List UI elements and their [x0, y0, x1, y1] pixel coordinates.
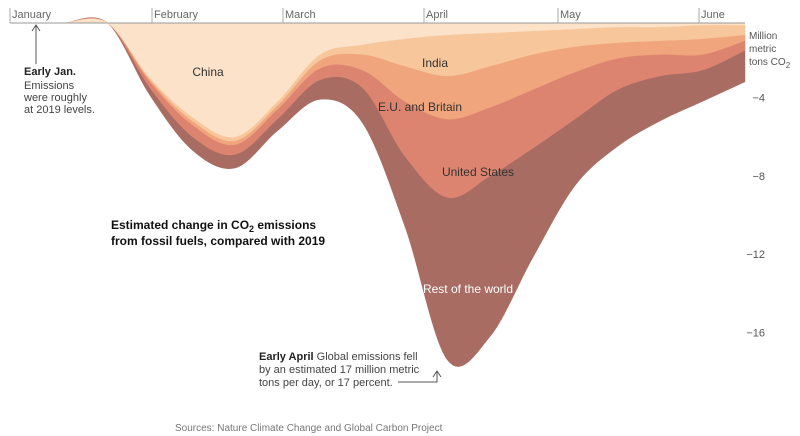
annotation-april-line-2: by an estimated 17 million metric [259, 364, 420, 376]
annotation-early-jan: Early Jan. Emissions were roughly at 201… [23, 24, 95, 116]
unit-line-3-text: tons CO [749, 57, 786, 68]
annotation-jan-line-1: Emissions [24, 80, 75, 92]
month-label-april: April [426, 9, 448, 21]
title-subscript: 2 [249, 224, 254, 234]
month-label-january: January [12, 9, 52, 21]
source-note: Sources: Nature Climate Change and Globa… [175, 423, 443, 434]
annotation-april-arrowhead [432, 370, 442, 378]
annotation-early-april: Early April Global emissions fell by an … [259, 351, 442, 389]
month-label-march: March [285, 9, 316, 21]
annotation-jan-arrowhead [31, 24, 41, 32]
title-line-1-tail: emissions [254, 218, 316, 232]
annotation-jan-bold: Early Jan. [24, 66, 76, 78]
chart-title: Estimated change in CO2 emissions from f… [111, 218, 325, 248]
series-label-china: China [192, 65, 224, 79]
annotation-april-line-1: Early April Global emissions fell [259, 351, 418, 363]
series-label-united-states: United States [442, 165, 514, 179]
y-ticks: −4 −8 −12 −16 [746, 92, 765, 339]
x-ticks: January February March April May June [9, 8, 725, 23]
annotation-april-first-tail: Global emissions fell [314, 351, 418, 363]
stacked-areas [64, 17, 746, 367]
month-label-february: February [154, 9, 199, 21]
title-line-2: from fossil fuels, compared with 2019 [111, 234, 325, 248]
y-tick-label: −12 [746, 249, 765, 261]
unit-line-3: tons CO2 [749, 57, 791, 70]
month-label-june: June [701, 9, 725, 21]
title-line-1: Estimated change in CO2 emissions [111, 218, 316, 234]
series-label-rest-of-the-world: Rest of the world [423, 282, 513, 296]
series-label-e-u-and-britain: E.U. and Britain [378, 100, 462, 114]
month-label-may: May [560, 9, 581, 21]
unit-label: Million metric tons CO2 [749, 31, 791, 70]
annotation-jan-line-3: at 2019 levels. [24, 104, 95, 116]
title-line-1-text: Estimated change in CO [111, 218, 249, 232]
unit-line-2: metric [749, 44, 776, 55]
unit-subscript: 2 [786, 61, 791, 70]
annotation-jan-line-2: were roughly [23, 92, 87, 104]
y-tick-label: −4 [752, 92, 765, 104]
unit-line-1: Million [749, 31, 777, 42]
annotation-april-pointer [398, 372, 438, 383]
y-tick-label: −8 [752, 171, 765, 183]
series-label-india: India [422, 56, 448, 70]
series-labels: China India E.U. and Britain United States R… [192, 56, 514, 296]
annotation-april-bold: Early April [259, 351, 314, 363]
y-tick-label: −16 [746, 328, 765, 340]
annotation-april-line-3: tons per day, or 17 percent. [259, 377, 393, 389]
